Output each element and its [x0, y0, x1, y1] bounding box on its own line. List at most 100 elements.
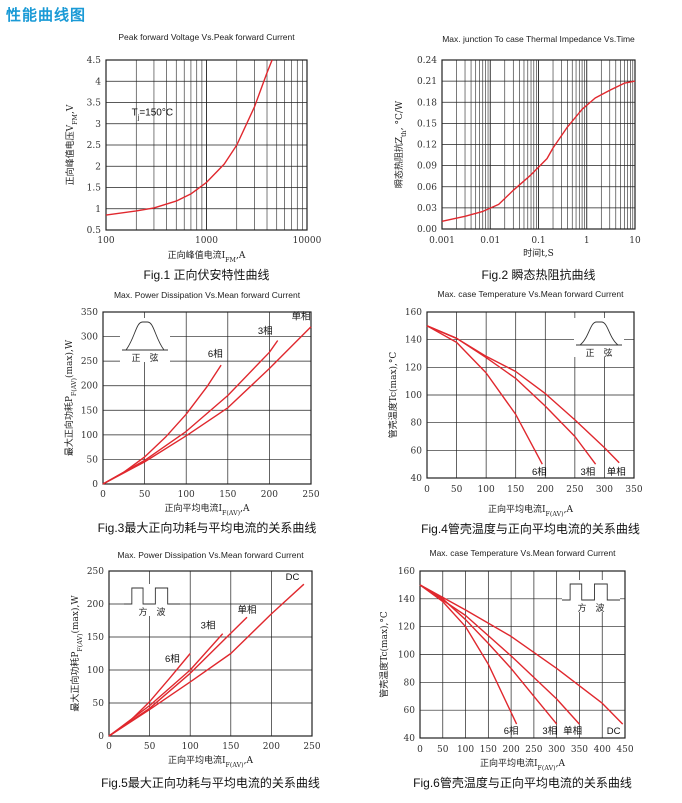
chart-6: 方 波 0 50 100 150 200 250 300 350 400 450 40 60 80 100 1… — [378, 548, 634, 790]
y-tick-label: 3.5 — [87, 99, 102, 109]
y-tick-label: 160 — [405, 308, 422, 318]
y-axis-label: 管壳温度Tc(max),°C — [378, 611, 390, 698]
waveform-inset: 正 弦 — [574, 318, 624, 359]
x-axis-label: 正向峰值电流IFM,A — [168, 249, 246, 264]
figure-caption: Fig.6管壳温度与正向平均电流的关系曲线 — [413, 775, 632, 790]
x-tick-label: 50 — [437, 745, 449, 755]
series-label: 3相 — [258, 325, 273, 337]
x-tick-label: 350 — [571, 745, 588, 755]
y-tick-label: 0.12 — [417, 141, 437, 151]
y-tick-label: 0.03 — [417, 204, 437, 214]
y-tick-label: 80 — [404, 678, 416, 688]
x-tick-label: 1000 — [195, 236, 218, 246]
x-tick-label: 50 — [451, 485, 463, 495]
y-tick-label: 0 — [92, 480, 98, 490]
x-tick-label: 250 — [303, 742, 320, 752]
waveform-inset: 方 波 — [124, 584, 180, 618]
chart-title: Max. case Temperature Vs.Mean forward Cu… — [438, 289, 625, 299]
x-tick-label: 0.01 — [480, 236, 500, 246]
y-tick-label: 4 — [95, 77, 101, 87]
inset-background — [120, 318, 170, 362]
y-axis-label: 瞬态热阻抗Zth, °C/W — [393, 100, 408, 188]
y-tick-label: 60 — [404, 706, 416, 716]
y-tick-label: 200 — [81, 382, 98, 392]
y-tick-label: 160 — [398, 567, 415, 577]
series-label: 单相 — [563, 725, 582, 737]
x-tick-label: 10000 — [293, 236, 322, 246]
square-wave-icon — [562, 583, 620, 601]
y-tick-label: 120 — [398, 623, 415, 633]
y-tick-label: 4.5 — [87, 56, 102, 66]
series-label: 单相 — [292, 310, 311, 322]
waveform-inset: 正 弦 — [120, 318, 170, 364]
x-axis-label: 时间t,S — [523, 247, 554, 259]
inset-label: 正 弦 — [585, 347, 612, 359]
x-tick-label: 50 — [144, 742, 156, 752]
series-label: 3相 — [580, 466, 595, 478]
y-axis-label: 最大正向功耗PF(AV)(max),W — [63, 339, 78, 456]
y-tick-label: 100 — [87, 666, 104, 676]
x-tick-label: 100 — [178, 490, 195, 500]
x-tick-label: 450 — [616, 745, 633, 755]
chart-title: Max. case Temperature Vs.Mean forward Cu… — [430, 548, 617, 558]
series-line-1 — [419, 584, 518, 725]
x-axis-label: 正向平均电流IF(AV),A — [164, 502, 250, 517]
x-tick-label: 100 — [478, 485, 495, 495]
series-line-1 — [441, 80, 636, 222]
series-label: 3相 — [201, 619, 216, 631]
y-tick-label: 100 — [405, 391, 422, 401]
y-tick-label: 120 — [405, 363, 422, 373]
y-axis-label: 最大正向功耗PF(AV)(max),W — [69, 595, 84, 712]
x-tick-label: 150 — [219, 490, 236, 500]
series-line-2 — [102, 340, 279, 485]
inset-background — [574, 318, 624, 357]
y-tick-label: 0.18 — [417, 98, 437, 108]
y-tick-label: 0 — [98, 732, 104, 742]
figure-caption: Fig.2 瞬态热阻抗曲线 — [481, 267, 595, 282]
sine-wave-icon — [576, 321, 622, 346]
series-line-4 — [419, 584, 624, 725]
figure-caption: Fig.5最大正向功耗与平均电流的关系曲线 — [101, 775, 320, 790]
x-tick-label: 0 — [106, 742, 112, 752]
y-tick-label: 40 — [404, 734, 416, 744]
series-line-2 — [419, 584, 558, 725]
section-title: 性能曲线图 — [6, 6, 87, 24]
chart-2: 0.001 0.01 0.1 1 10 0.00 0.03 0.06 0.09 0.12 0.15 0… — [393, 34, 641, 282]
y-tick-label: 140 — [398, 595, 415, 605]
x-tick-label: 300 — [596, 485, 613, 495]
y-tick-label: 1.5 — [87, 184, 102, 194]
chart-1: 100 1000 10000 0.5 1 1.5 2 2.5 3 3.5 4 4.5 Tj=150°C P… — [64, 32, 322, 282]
series-label: 6相 — [208, 348, 223, 360]
x-tick-label: 0 — [424, 485, 430, 495]
inset-label: 方 波 — [138, 606, 165, 618]
y-tick-label: 250 — [87, 567, 104, 577]
x-tick-label: 200 — [261, 490, 278, 500]
x-tick-label: 350 — [625, 485, 642, 495]
x-tick-label: 200 — [263, 742, 280, 752]
y-tick-label: 0.00 — [417, 225, 437, 235]
y-tick-label: 1 — [95, 205, 101, 215]
y-tick-label: 100 — [398, 651, 415, 661]
temperature-annotation: Tj=150°C — [132, 107, 173, 121]
x-tick-label: 200 — [503, 745, 520, 755]
series-label: 6相 — [504, 725, 519, 737]
series-label: 3相 — [542, 725, 557, 737]
series-label: 6相 — [165, 653, 180, 665]
y-tick-label: 140 — [405, 336, 422, 346]
gridlines — [105, 59, 307, 231]
series-label: DC — [607, 726, 621, 737]
y-tick-label: 350 — [81, 308, 98, 318]
series-label: 单相 — [238, 604, 257, 616]
inset-label: 正 弦 — [131, 352, 158, 364]
waveform-inset: 方 波 — [562, 580, 620, 614]
y-axis-label: 正向峰值电压VFM,V — [64, 104, 79, 185]
series-label: 单相 — [607, 466, 626, 478]
x-tick-label: 10 — [629, 236, 641, 246]
x-axis-label: 正向平均电流IF(AV),A — [488, 503, 574, 518]
y-tick-label: 40 — [411, 474, 423, 484]
y-tick-label: 3 — [95, 120, 101, 130]
series-line-1 — [426, 325, 543, 465]
x-tick-label: 250 — [525, 745, 542, 755]
sine-wave-icon — [122, 321, 168, 351]
